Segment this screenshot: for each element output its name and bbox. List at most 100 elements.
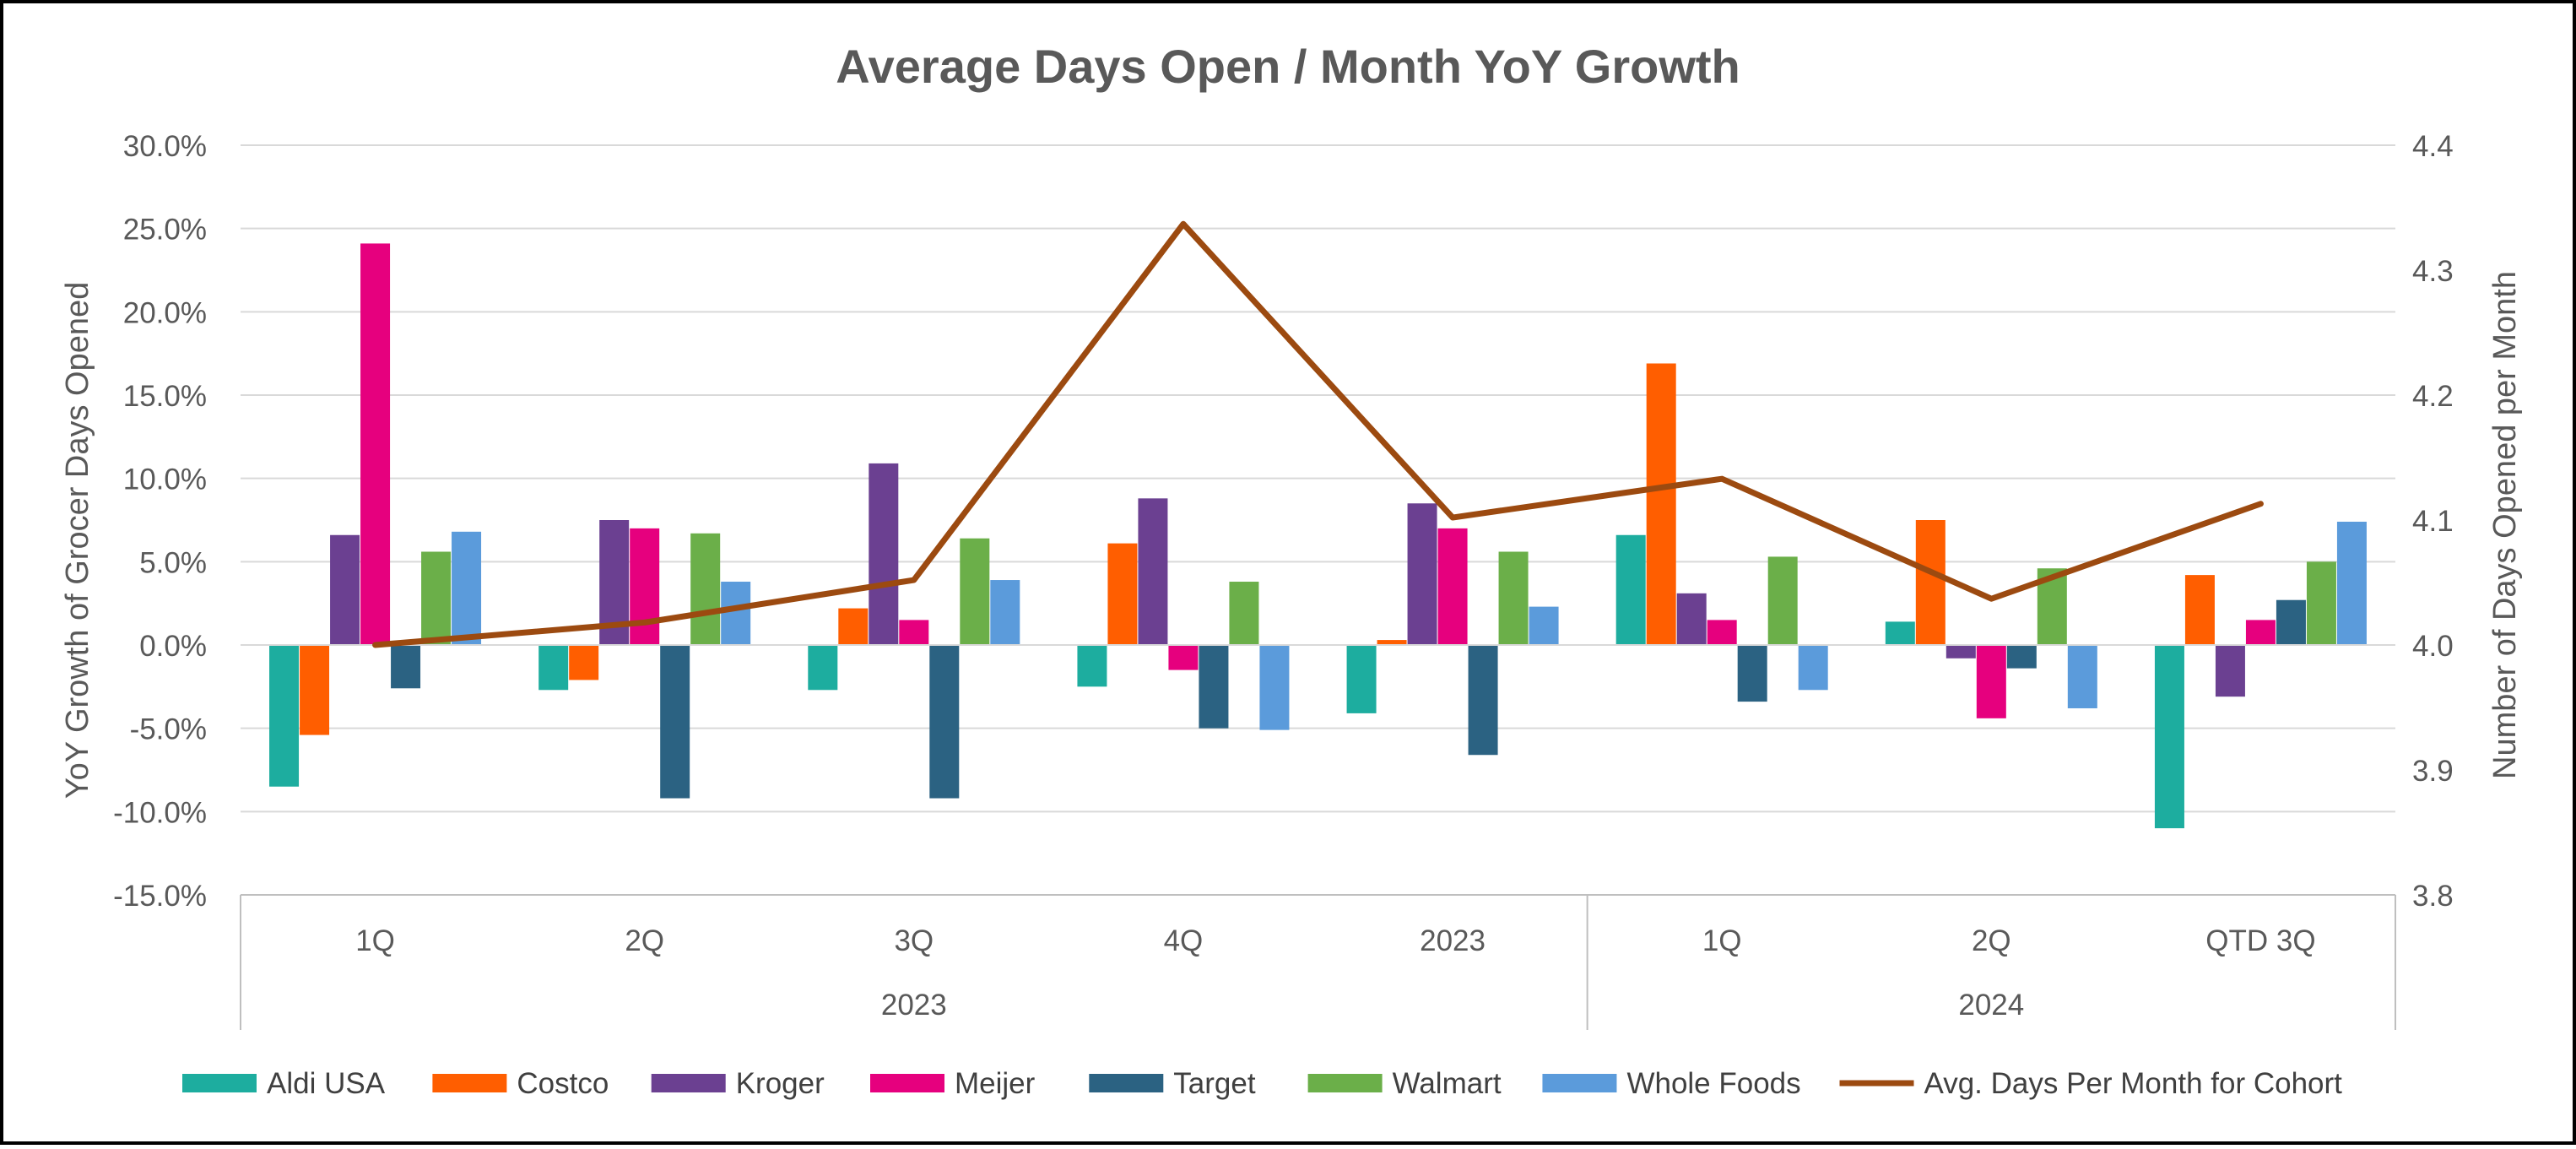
y-tick-label: 10.0% <box>123 463 207 496</box>
line-point <box>1990 598 1993 600</box>
y2-tick-label: 4.3 <box>2412 255 2454 288</box>
x-tick-label: 3Q <box>894 924 934 957</box>
legend-swatch <box>1542 1074 1617 1092</box>
x-tick-label: 4Q <box>1164 924 1204 957</box>
y2-axis-title: Number of Days Opened per Month <box>2487 271 2523 779</box>
bar <box>690 533 721 645</box>
bar <box>1885 621 1915 645</box>
legend-item: Target <box>1089 1067 1256 1100</box>
x-tick-label: 1Q <box>355 924 395 957</box>
x-tick-label: 1Q <box>1702 924 1742 957</box>
bar <box>1259 645 1290 730</box>
bar <box>452 531 482 645</box>
bar <box>899 620 929 645</box>
bar <box>838 608 869 645</box>
line-point <box>2259 502 2262 505</box>
y2-tick-label: 4.0 <box>2412 630 2454 663</box>
bar <box>1168 645 1199 670</box>
bar <box>421 551 452 645</box>
x-tick-label: 2Q <box>1972 924 2011 957</box>
y-tick-label: 0.0% <box>139 630 207 663</box>
bar <box>2184 575 2215 645</box>
x-tick-label: 2Q <box>625 924 664 957</box>
bar <box>1377 640 1407 645</box>
bar <box>269 645 300 787</box>
bar <box>2336 521 2367 645</box>
bar <box>960 538 990 645</box>
legend-label: Meijer <box>955 1067 1036 1100</box>
legend-item: Kroger <box>651 1067 825 1100</box>
y-axis-ticks: 30.0% 25.0% 20.0% 15.0% 10.0% 5.0% 0.0% -5.0% -1… <box>113 130 207 913</box>
bar <box>929 645 960 799</box>
series-target <box>391 599 2306 799</box>
legend-label: Target <box>1173 1067 1256 1100</box>
line-point <box>1452 517 1454 519</box>
legend-swatch <box>182 1074 257 1092</box>
bar <box>1915 520 1946 645</box>
y2-tick-label: 4.4 <box>2412 130 2454 163</box>
y-tick-label: 5.0% <box>139 546 207 579</box>
bar <box>1737 645 1767 702</box>
bar <box>660 645 690 799</box>
bar <box>391 645 421 689</box>
avg-days-line <box>372 220 2264 648</box>
bar <box>2067 645 2097 708</box>
y-tick-label: 15.0% <box>123 380 207 413</box>
x-group-label: 2024 <box>1958 989 2024 1022</box>
legend-swatch <box>870 1074 944 1092</box>
bar <box>1767 556 1798 645</box>
legend-swatch <box>432 1074 507 1092</box>
line-point <box>1721 478 1724 480</box>
line-point <box>912 579 915 582</box>
legend-label: Whole Foods <box>1626 1067 1800 1100</box>
legend-item: Whole Foods <box>1542 1067 1801 1100</box>
legend-label: Kroger <box>736 1067 825 1100</box>
bar <box>808 645 838 691</box>
bar <box>1646 363 1676 645</box>
legend-swatch <box>1307 1074 1383 1092</box>
bar <box>538 645 569 691</box>
bar <box>360 243 391 645</box>
series-costco <box>300 363 2215 735</box>
bar <box>330 534 360 645</box>
y2-axis-ticks: 4.4 4.3 4.2 4.1 4.0 3.9 3.8 <box>2412 130 2454 913</box>
bar <box>1138 498 1168 645</box>
bar <box>1437 528 1468 645</box>
bar <box>990 580 1020 645</box>
legend-label: Walmart <box>1393 1067 1502 1100</box>
y2-tick-label: 3.8 <box>2412 880 2454 913</box>
y2-tick-label: 4.1 <box>2412 505 2454 538</box>
x-tick-label: 2023 <box>1420 924 1486 957</box>
line-point <box>1182 223 1184 225</box>
line-point <box>643 621 646 624</box>
bar <box>721 582 751 645</box>
bar <box>1707 620 1737 645</box>
series-meijer <box>360 243 2276 718</box>
bar <box>1498 551 1529 645</box>
bar <box>1229 582 1259 645</box>
bar <box>630 528 660 645</box>
legend-label: Costco <box>517 1067 609 1100</box>
bar <box>2154 645 2184 829</box>
x-axis: 2023 2024 1Q 2Q 3Q 4Q 2023 1Q 2Q QTD 3Q <box>240 644 2396 1030</box>
bar <box>1077 645 1107 687</box>
y-tick-label: -5.0% <box>130 713 207 746</box>
bar <box>2276 599 2306 645</box>
bar <box>569 645 599 680</box>
bar <box>2245 620 2276 645</box>
legend: Aldi USA Costco Kroger Meijer Target Walmart W… <box>182 1067 2342 1100</box>
y-axis-title: YoY Growth of Grocer Days Opened <box>60 282 95 799</box>
series-aldi-usa <box>269 534 2184 829</box>
bar <box>1676 593 1707 645</box>
series-walmart <box>421 533 2336 645</box>
series-kroger <box>330 463 2245 697</box>
bar <box>1346 645 1377 713</box>
bar <box>1107 543 1138 645</box>
y2-tick-label: 3.9 <box>2412 755 2454 788</box>
y2-tick-label: 4.2 <box>2412 380 2454 413</box>
y-tick-label: 25.0% <box>123 214 207 247</box>
bar <box>1615 534 1646 645</box>
y-tick-label: -15.0% <box>113 880 207 913</box>
y-tick-label: 30.0% <box>123 130 207 163</box>
line-point <box>374 644 376 646</box>
